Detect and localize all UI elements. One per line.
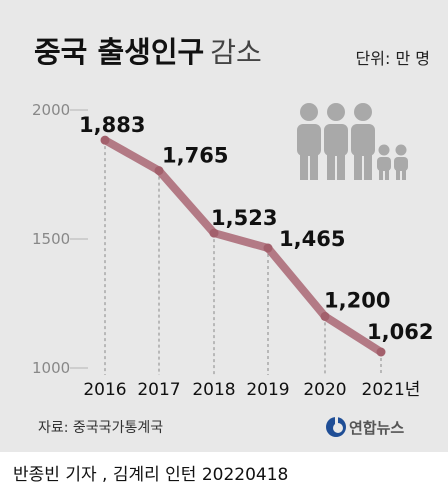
data-label: 1,465	[279, 227, 345, 251]
y-axis: 2000 1500 1000	[32, 101, 88, 377]
x-tick-label: 2018	[192, 380, 235, 400]
source-text: 자료: 중국국가통계국	[38, 420, 163, 436]
series-line	[101, 136, 385, 357]
x-tick-label: 2019	[246, 380, 289, 400]
data-label: 1,062	[367, 320, 433, 344]
y-tick-label: 1500	[32, 230, 70, 248]
data-point	[263, 243, 273, 253]
credit-line: 반종빈 기자 , 김계리 인턴 20220418	[13, 465, 289, 485]
unit-label: 단위: 만 명	[356, 49, 430, 68]
chart-panel: 중국 출생인구 감소 단위: 만 명 2000 1500 1000	[0, 0, 448, 452]
y-tick-label: 2000	[32, 101, 70, 119]
guide-lines	[104, 140, 382, 375]
data-label: 1,200	[324, 288, 390, 312]
yonhap-logo-icon	[326, 415, 346, 437]
data-point	[154, 166, 164, 176]
data-label: 1,883	[79, 113, 145, 137]
data-point	[100, 135, 110, 145]
x-tick-label: 2017	[137, 380, 180, 400]
y-tick-label: 1000	[32, 359, 70, 377]
data-point	[320, 311, 330, 321]
chart-title: 중국 출생인구 감소	[34, 35, 262, 69]
data-label: 1,765	[162, 144, 228, 168]
chart-svg: 중국 출생인구 감소 단위: 만 명 2000 1500 1000	[32, 35, 433, 437]
people-icon	[297, 103, 408, 180]
data-point	[209, 228, 219, 238]
data-series	[100, 135, 386, 357]
x-tick-label: 2020	[303, 380, 346, 400]
data-label: 1,523	[211, 206, 277, 230]
logo-text: 연합뉴스	[349, 419, 404, 437]
data-point	[376, 347, 386, 357]
x-tick-label: 2021년	[362, 380, 421, 400]
x-axis: 2016 2017 2018 2019 2020 2021년	[83, 380, 420, 400]
title-bold: 중국 출생인구	[34, 35, 204, 69]
yonhap-logo: 연합뉴스	[326, 415, 404, 437]
title-light: 감소	[210, 36, 262, 69]
x-tick-label: 2016	[83, 380, 126, 400]
